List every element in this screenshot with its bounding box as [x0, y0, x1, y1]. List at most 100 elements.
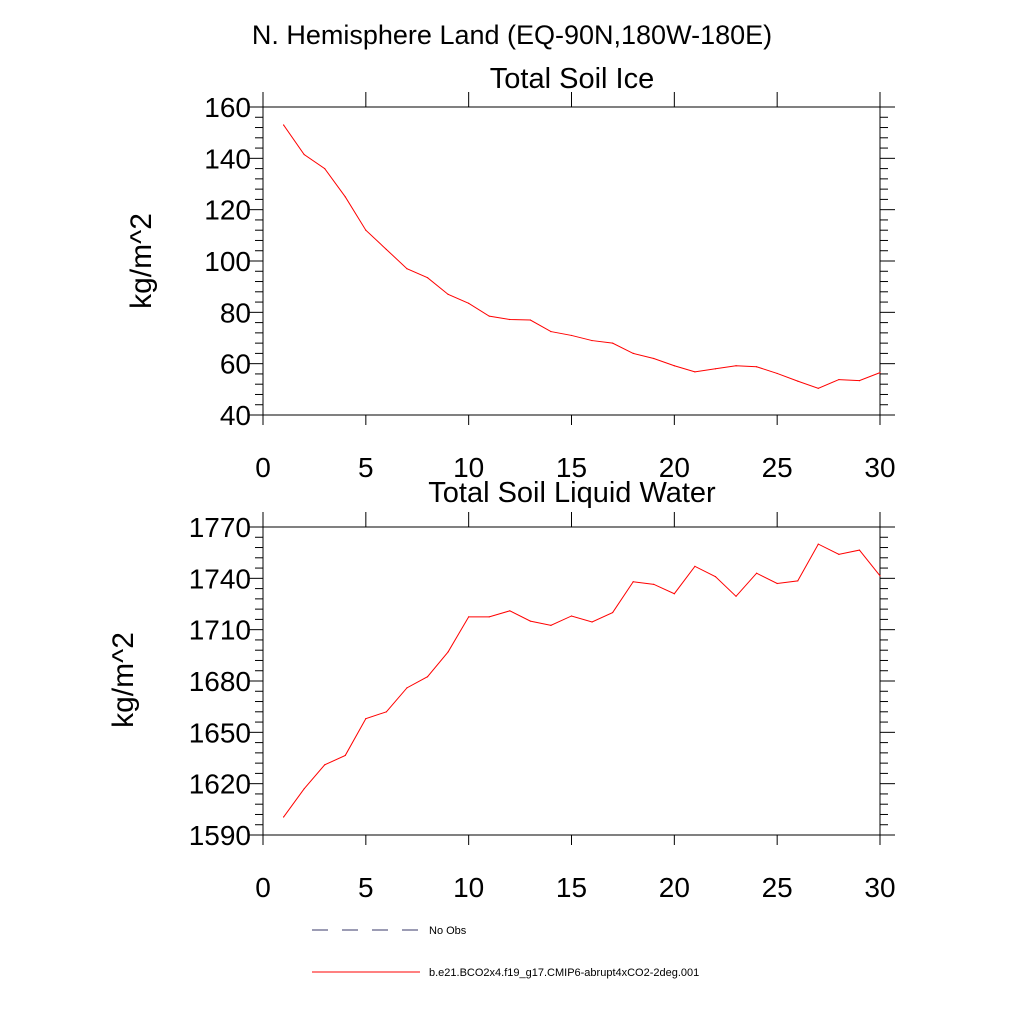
data-point: [756, 572, 758, 574]
y-tick-label: 100: [204, 246, 251, 277]
data-point: [324, 764, 326, 766]
data-point: [797, 580, 799, 582]
x-tick-label: 30: [864, 452, 895, 483]
data-point: [879, 372, 881, 374]
data-point: [776, 582, 778, 585]
plot-frame: [262, 526, 881, 836]
data-point: [653, 357, 655, 360]
data-point: [797, 380, 799, 382]
y-tick-label: 1650: [189, 717, 251, 748]
data-point: [509, 610, 511, 612]
x-tick-label: 15: [556, 452, 587, 483]
data-point: [468, 616, 470, 618]
panel-total-soil-ice: Total Soil Ice kg/m^2 0 5 10 15 20 25 30 40 60 80…: [125, 63, 896, 483]
data-point: [303, 788, 305, 790]
series-line: [283, 543, 881, 818]
data-point: [406, 687, 408, 689]
data-point: [632, 581, 634, 583]
data-point: [838, 553, 840, 555]
data-point: [714, 368, 717, 370]
data-point: [673, 593, 675, 595]
data-point: [509, 318, 511, 321]
data-point: [858, 549, 861, 551]
series-line: [283, 124, 881, 389]
x-tick-label: 5: [358, 872, 374, 903]
legend-label-no-obs: No Obs: [429, 925, 467, 937]
data-point: [365, 229, 367, 231]
y-axis-label-soil-ice: kg/m^2: [125, 213, 158, 309]
y-tick-label: 1740: [189, 563, 251, 594]
data-point: [344, 754, 346, 757]
data-point: [570, 334, 573, 337]
x-tick-label: 30: [864, 872, 895, 903]
x-tick-label: 15: [556, 872, 587, 903]
y-tick-label: 1620: [189, 769, 251, 800]
data-point: [735, 365, 737, 367]
x-tick-label: 25: [762, 872, 793, 903]
x-tick-label: 20: [659, 872, 690, 903]
data-point: [385, 711, 387, 713]
y-tick-label: 80: [220, 297, 251, 328]
y-tick-label: 60: [220, 349, 251, 380]
data-point: [591, 621, 593, 623]
figure-title: N. Hemisphere Land (EQ-90N,180W-180E): [252, 20, 772, 50]
legend: No Obs b.e21.BCO2x4.f19_g17.CMIP6-abrupt…: [312, 925, 699, 979]
legend-label-model-run: b.e21.BCO2x4.f19_g17.CMIP6-abrupt4xCO2-2…: [429, 967, 699, 979]
x-tick-label: 10: [453, 872, 484, 903]
panel-title-soil-ice: Total Soil Ice: [490, 63, 654, 95]
x-tick-label: 0: [255, 872, 271, 903]
data-point: [694, 371, 696, 373]
y-tick-label: 160: [204, 92, 251, 123]
x-tick-label: 10: [453, 452, 484, 483]
x-tick-label: 25: [762, 452, 793, 483]
data-point: [591, 339, 593, 342]
data-point: [714, 576, 717, 578]
data-point: [447, 293, 449, 295]
data-point: [282, 124, 285, 126]
data-point: [365, 718, 367, 720]
data-point: [612, 611, 614, 614]
data-point: [612, 342, 614, 344]
y-tick-label: 120: [204, 195, 251, 226]
data-point: [817, 543, 819, 545]
panel-title-soil-liquid-water: Total Soil Liquid Water: [428, 477, 716, 509]
y-tick-label: 40: [220, 400, 251, 431]
data-point: [426, 277, 429, 279]
y-tick-label: 1680: [189, 666, 251, 697]
y-tick-label: 140: [204, 143, 251, 174]
y-tick-label: 1590: [189, 820, 251, 851]
data-point: [879, 575, 881, 577]
plot-frame: [262, 106, 881, 416]
y-tick-label: 1770: [189, 512, 251, 543]
data-point: [673, 365, 675, 367]
data-point: [385, 248, 387, 251]
data-point: [406, 268, 408, 270]
y-tick-label: 1710: [189, 615, 251, 646]
data-point: [632, 352, 634, 354]
data-point: [426, 676, 429, 678]
data-point: [653, 583, 655, 585]
data-point: [776, 372, 778, 375]
x-tick-label: 0: [255, 452, 271, 483]
data-point: [529, 620, 531, 622]
data-point: [735, 595, 737, 597]
data-point: [488, 315, 490, 317]
panel-total-soil-liquid-water: Total Soil Liquid Water kg/m^2 0 5 10 15 20 2…: [107, 477, 896, 903]
data-point: [447, 651, 449, 653]
data-point: [550, 624, 552, 626]
data-point: [817, 387, 819, 389]
data-point: [488, 616, 490, 618]
data-point: [550, 330, 552, 333]
data-point: [303, 153, 305, 156]
data-point: [756, 366, 758, 368]
data-point: [838, 378, 840, 381]
data-point: [694, 565, 696, 567]
data-point: [570, 615, 573, 617]
data-point: [282, 816, 285, 818]
data-point: [529, 319, 531, 321]
data-point: [344, 196, 346, 198]
y-axis-label-soil-liquid-water: kg/m^2: [107, 632, 140, 728]
x-tick-label: 5: [358, 452, 374, 483]
data-point: [468, 302, 470, 304]
